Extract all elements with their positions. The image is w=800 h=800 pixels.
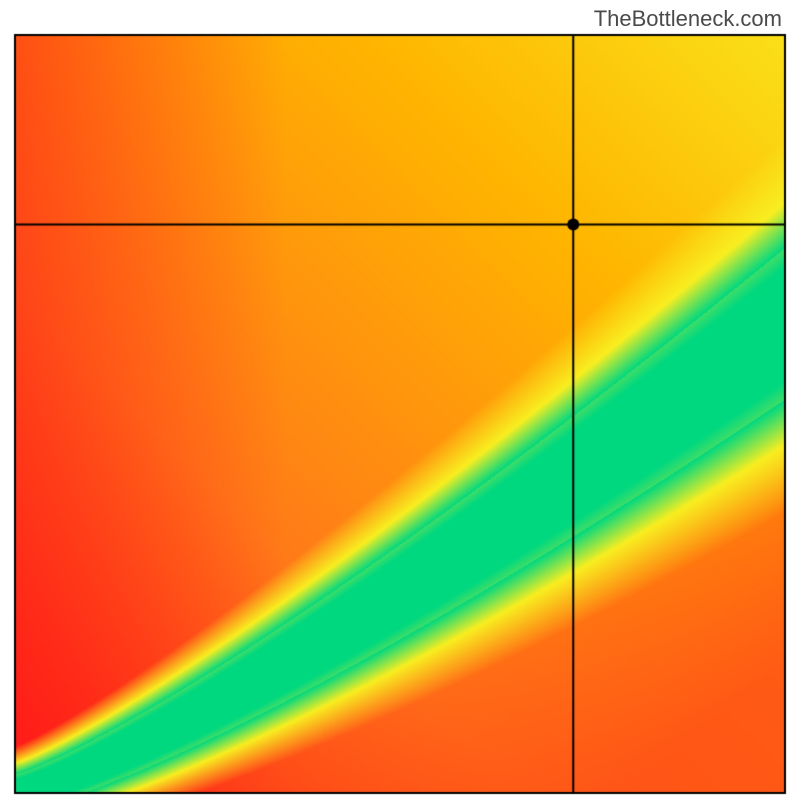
watermark-text: TheBottleneck.com (594, 6, 782, 32)
bottleneck-heatmap (0, 0, 800, 800)
